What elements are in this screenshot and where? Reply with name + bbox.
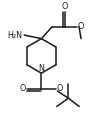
Text: N: N xyxy=(38,64,44,73)
Text: O: O xyxy=(20,84,26,93)
Text: H₂N: H₂N xyxy=(7,30,22,40)
Text: O: O xyxy=(56,84,63,93)
Text: O: O xyxy=(62,2,68,11)
Text: O: O xyxy=(78,22,84,31)
